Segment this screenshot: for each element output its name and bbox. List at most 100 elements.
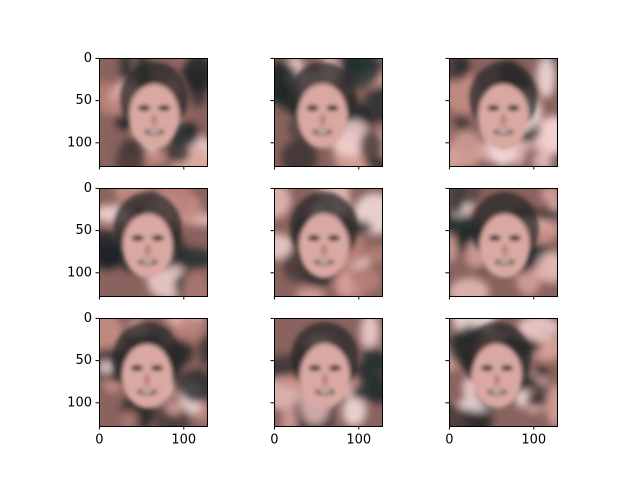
face — [290, 322, 359, 408]
texture-blob — [358, 346, 382, 388]
axes-frame — [449, 318, 558, 427]
subplot — [445, 187, 558, 300]
texture-blob — [360, 318, 380, 351]
texture-blob — [517, 318, 557, 342]
texture-blob — [450, 130, 484, 166]
x-tick-label: 100 — [171, 433, 196, 448]
eye — [507, 105, 520, 111]
texture-blob — [546, 384, 557, 426]
teeth — [318, 390, 331, 393]
y-tick-label: 0 — [84, 51, 92, 66]
axes-frame — [274, 188, 383, 297]
nose — [501, 244, 508, 256]
nose — [319, 114, 326, 126]
y-tick-label: 50 — [75, 93, 92, 108]
texture-blob — [359, 129, 382, 164]
texture-blob — [364, 85, 382, 123]
face — [469, 62, 538, 148]
nose — [493, 374, 500, 386]
eye — [151, 365, 164, 371]
face — [113, 192, 182, 278]
generated-face-image — [274, 58, 382, 166]
texture-blob — [182, 270, 207, 296]
nose — [144, 244, 151, 256]
nose — [500, 114, 507, 126]
axes-frame — [449, 188, 558, 297]
nose — [151, 114, 158, 126]
eye — [508, 235, 521, 241]
eye — [307, 235, 320, 241]
generated-face-image — [274, 318, 382, 426]
y-tick-label: 50 — [75, 223, 92, 238]
texture-blob — [540, 188, 557, 204]
nose — [144, 374, 151, 386]
texture-blob — [449, 234, 457, 263]
axes-frame — [274, 318, 383, 427]
x-tick-label: 0 — [270, 433, 278, 448]
texture-blob — [177, 318, 207, 342]
eye — [500, 365, 513, 371]
teeth — [148, 130, 161, 133]
texture-blob — [165, 143, 190, 164]
generated-face-image — [449, 58, 557, 166]
face — [462, 322, 531, 408]
eye — [306, 105, 319, 111]
axes-frame — [449, 58, 558, 167]
eye — [138, 105, 151, 111]
texture-blob — [179, 369, 207, 403]
generated-face-image — [99, 58, 207, 166]
face — [113, 322, 182, 408]
texture-blob — [543, 115, 557, 151]
axes-frame — [274, 58, 383, 167]
texture-blob — [536, 251, 557, 284]
face — [470, 192, 539, 278]
eye — [328, 365, 341, 371]
texture-blob — [522, 393, 548, 407]
x-tick-label: 0 — [95, 433, 103, 448]
subplot: 0 50 100 0 100 — [67, 311, 208, 448]
generated-face-image — [449, 318, 557, 426]
teeth — [316, 130, 329, 133]
y-tick-label: 0 — [84, 311, 92, 326]
subplot — [445, 57, 558, 170]
generated-face-image — [99, 318, 207, 426]
texture-blob — [531, 207, 557, 221]
texture-blob — [99, 360, 114, 375]
generated-face-image — [449, 188, 557, 296]
axes-frame — [99, 318, 208, 427]
teeth — [497, 130, 510, 133]
teeth — [141, 260, 154, 263]
texture-blob — [536, 58, 556, 98]
texture-blob — [454, 58, 470, 77]
generated-face-image — [99, 188, 207, 296]
y-tick-label: 50 — [75, 353, 92, 368]
texture-blob — [356, 268, 382, 292]
texture-blob — [535, 364, 549, 379]
subplot: 0 50 100 — [67, 181, 208, 300]
teeth — [141, 390, 154, 393]
texture-blob — [295, 287, 325, 296]
axes-frame — [99, 58, 208, 167]
texture-blob — [120, 410, 138, 426]
subplot: 0 50 100 — [67, 51, 208, 170]
texture-blob — [532, 152, 554, 166]
y-tick-label: 100 — [67, 135, 92, 150]
eye — [151, 235, 164, 241]
face — [120, 62, 189, 148]
subplot — [270, 57, 383, 170]
eye — [308, 365, 321, 371]
eye — [487, 105, 500, 111]
eye — [158, 105, 171, 111]
face — [288, 62, 357, 148]
eye — [131, 235, 144, 241]
eye — [326, 105, 339, 111]
texture-blob — [181, 58, 207, 93]
nose — [321, 374, 328, 386]
eye — [480, 365, 493, 371]
teeth — [490, 390, 503, 393]
eye — [131, 365, 144, 371]
eye — [327, 235, 340, 241]
texture-blob — [449, 188, 467, 214]
texture-blob — [274, 188, 291, 219]
